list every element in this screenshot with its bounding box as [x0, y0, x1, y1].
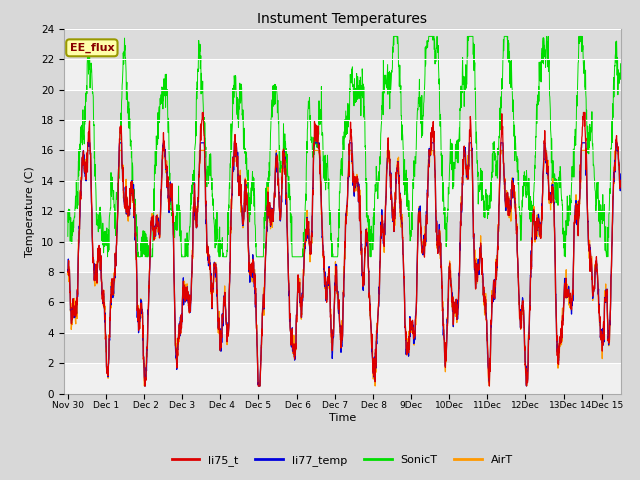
Legend: li75_t, li77_temp, SonicT, AirT: li75_t, li77_temp, SonicT, AirT: [167, 450, 518, 470]
Bar: [64, 120, 621, 150]
Text: EE_flux: EE_flux: [70, 43, 114, 53]
Bar: [64, 302, 621, 333]
X-axis label: Time: Time: [329, 413, 356, 423]
Bar: [64, 59, 621, 90]
Bar: [64, 241, 621, 272]
Bar: [64, 181, 621, 211]
Bar: [64, 363, 621, 394]
Title: Instument Temperatures: Instument Temperatures: [257, 12, 428, 26]
Y-axis label: Temperature (C): Temperature (C): [26, 166, 35, 257]
